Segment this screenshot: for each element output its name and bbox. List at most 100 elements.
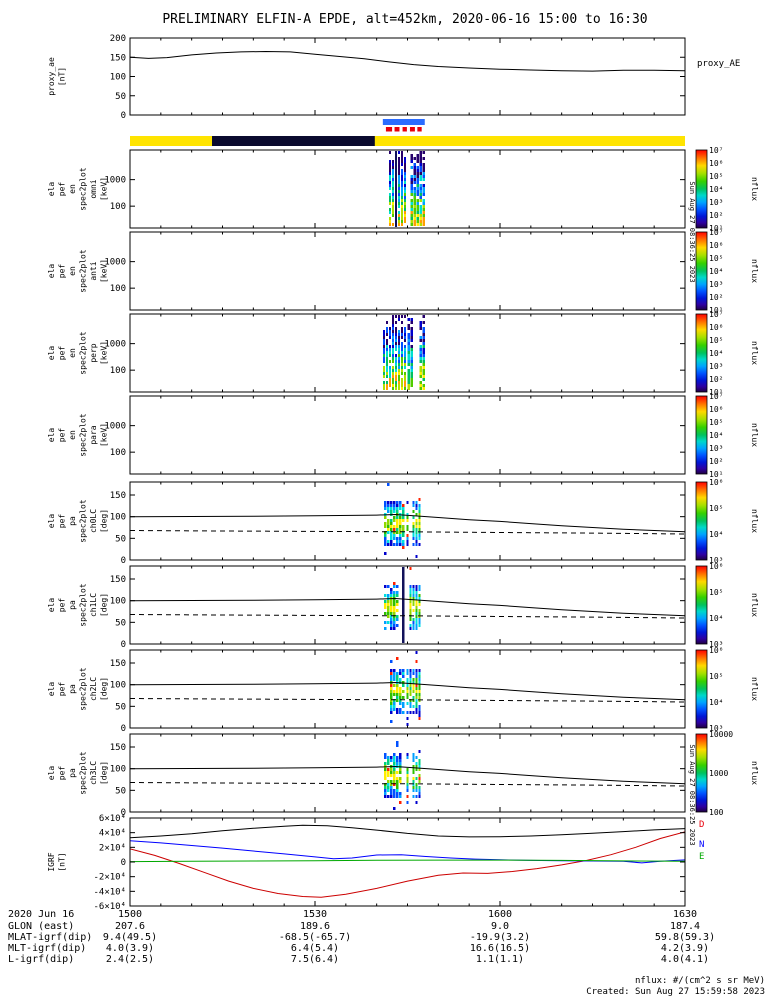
colorbar-tick-label: 10¹ (709, 470, 723, 479)
colorbar-title: nflux (750, 677, 759, 701)
colorbar-tick-label: 10³ (709, 444, 723, 453)
series-D (130, 831, 685, 898)
y-tick-label: 100 (110, 202, 126, 212)
row-label-mlat: MLAT-igrf(dip) (8, 932, 93, 943)
colorbar-tick-label: 10⁷ (709, 228, 723, 237)
y-tick-label: 100 (110, 73, 126, 83)
cell-value: 6.4(5.4) (290, 943, 340, 954)
colorbar-tick-label: 10⁶ (709, 241, 723, 250)
colorbar-tick-label: 10⁷ (709, 310, 723, 319)
colorbar-tick-label: 10⁵ (709, 254, 723, 263)
spectrogram-data (384, 567, 421, 643)
cell-value: -19.9(3.2) (469, 932, 531, 943)
panel-axis-label: pef (58, 682, 67, 697)
y-tick-label: 50 (115, 92, 126, 102)
panel-frame (129, 481, 686, 561)
cell-value: 189.6 (299, 921, 331, 932)
panel-frame (129, 733, 686, 813)
panel-pa_ch1: 0 50 100 150 ela pef pa spec2plot ch1LC [deg] 10⁶ 1… (47, 562, 759, 650)
cell-value: 1.1(1.1) (475, 954, 525, 965)
nflux-units-label: nflux: #/(cm^2 s sr MeV) (634, 976, 765, 986)
collection-status-bars (130, 119, 685, 146)
fast-segment-mark (409, 127, 415, 132)
colorbar-tick-label: 10¹ (709, 224, 723, 233)
series-E (130, 859, 685, 863)
fast-segment-mark (417, 127, 422, 132)
fast-segment-mark (385, 127, 393, 132)
colorbar-title: nflux (750, 423, 759, 447)
colorbar-tick-label: 10⁵ (709, 418, 723, 427)
y-tick-label: 100 (110, 513, 126, 523)
series-anti-losscone (130, 614, 685, 619)
y-tick-label: 100 (110, 448, 126, 458)
y-tick-label: 50 (115, 618, 126, 628)
colorbar-title: nflux (750, 509, 759, 533)
colorbar (695, 395, 708, 475)
panel-axis-label: spec2plot (79, 667, 88, 711)
spectrogram-data (382, 315, 425, 390)
colorbar-tick-label: 10¹ (709, 388, 723, 397)
colorbar-tick-label: 10⁴ (709, 349, 723, 358)
y-tick-label: 0 (121, 808, 126, 818)
panel-axis-label: pef (58, 428, 67, 443)
panel-frame (129, 231, 686, 311)
panel-axis-label: ch0LC (89, 509, 98, 533)
panel-frame (129, 37, 686, 116)
y-tick-label: 100 (110, 284, 126, 294)
legend-N: N (699, 840, 704, 850)
cell-value: 16.6(16.5) (469, 943, 531, 954)
panel-axis-label: [nT] (58, 67, 67, 86)
y-tick-label: 150 (110, 491, 126, 501)
panel-axis-label: en (68, 184, 77, 194)
y-tick-label: 50 (115, 786, 126, 796)
colorbar-tick-label: 10⁶ (709, 323, 723, 332)
colorbar-tick-label: 10⁵ (709, 672, 723, 681)
y-tick-label: 150 (110, 575, 126, 585)
panel-en_omni: 1000 100 ela pef en spec2plot omni [keV] 10⁷ 10⁶ 1… (47, 146, 759, 233)
panel-igrf: 6×10⁴ 4×10⁴ 2×10⁴ 0 -2×10⁴ -4×10⁴ -6×10⁴ IGRF [n… (47, 814, 704, 912)
y-tick-label: 150 (110, 659, 126, 669)
series-losscone (130, 681, 685, 701)
y-tick-label: 0 (121, 556, 126, 566)
panel-axis-label: proxy_ae (47, 57, 56, 96)
panel-axis-label: pef (58, 766, 67, 781)
y-tick-label: -4×10⁴ (93, 887, 126, 897)
panel-axis-label: anti (89, 261, 98, 280)
colorbar-tick-label: 10⁵ (709, 588, 723, 597)
panel-axis-label: ela (47, 428, 56, 443)
colorbar-tick-label: 10⁴ (709, 698, 723, 707)
colorbar-tick-label: 10² (709, 211, 723, 220)
panel-axis-label: ela (47, 766, 56, 781)
colorbar-tick-label: 10⁵ (709, 504, 723, 513)
colorbar-title: nflux (750, 341, 759, 365)
y-tick-label: -6×10⁴ (93, 902, 126, 912)
panel-pa_ch2: 0 50 100 150 ela pef pa spec2plot ch2LC [deg] 10⁶ 1… (47, 646, 759, 734)
panel-axis-label: ch2LC (89, 677, 98, 701)
colorbar-tick-label: 10⁵ (709, 336, 723, 345)
panel-axis-label: spec2plot (79, 167, 88, 211)
colorbar-tick-label: 10⁶ (709, 159, 723, 168)
panel-axis-label: ela (47, 264, 56, 279)
panel-pa_ch0: 0 50 100 150 ela pef pa spec2plot ch0LC [deg] 10⁶ 1… (47, 478, 759, 566)
panel-axis-label: ela (47, 514, 56, 529)
colorbar (695, 649, 708, 729)
panel-axis-label: [deg] (100, 677, 109, 701)
colorbar-tick-label: 10⁴ (709, 614, 723, 623)
y-tick-label: 0 (121, 724, 126, 734)
series-anti-losscone (130, 530, 685, 535)
y-tick-label: 100 (110, 597, 126, 607)
y-tick-label: -2×10⁴ (93, 873, 126, 883)
y-tick-label: 200 (110, 34, 126, 44)
panel-axis-label: ch3LC (89, 761, 98, 785)
legend-E: E (699, 852, 704, 862)
spectrogram-data (384, 741, 421, 810)
panel-axis-label: spec2plot (79, 583, 88, 627)
panel-frame (129, 649, 686, 729)
colorbar (695, 149, 708, 229)
panel-en_para: 1000 100 ela pef en spec2plot para [keV] 10⁷ 10⁶ 1… (47, 392, 759, 479)
colorbar-tick-label: 10⁴ (709, 431, 723, 440)
panel-axis-label: pa (68, 600, 77, 610)
panel-axis-label: [keV] (100, 177, 109, 201)
panel-axis-label: IGRF (47, 852, 56, 871)
panel-en_perp: 1000 100 ela pef en spec2plot perp [keV] 10⁷ 10⁶ 1… (47, 310, 759, 397)
